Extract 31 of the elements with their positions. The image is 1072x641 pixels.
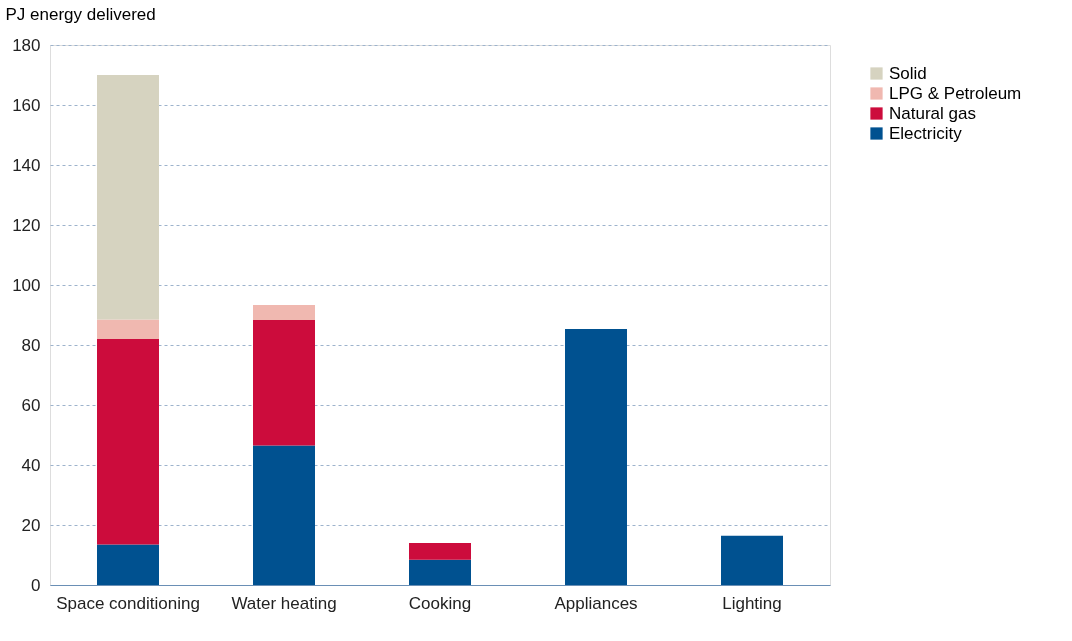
y-tick-label: 40 [21,455,41,475]
legend-label: Solid [889,63,927,83]
legend-label: Electricity [889,123,963,143]
bar [409,543,471,560]
bar [97,339,159,545]
y-tick-label: 20 [21,515,41,535]
bar [97,544,159,585]
y-tick-label: 140 [12,155,41,175]
x-tick-label: Water heating [231,593,337,613]
bar [565,329,627,585]
bar [97,319,159,339]
bar [97,75,159,320]
x-tick-label: Appliances [554,593,638,613]
y-tick-label: 120 [12,215,41,235]
bar [253,305,315,321]
y-tick-label: 80 [21,335,41,355]
y-tick-label: 0 [31,575,41,595]
y-axis-title: PJ energy delivered [5,4,156,24]
y-tick-label: 60 [21,395,41,415]
legend-label: Natural gas [889,103,976,123]
legend-label: LPG & Petroleum [889,83,1022,103]
x-tick-label: Lighting [722,593,782,613]
bar [721,535,783,585]
x-tick-label: Space conditioning [56,593,200,613]
y-tick-label: 100 [12,275,41,295]
x-tick-label: Cooking [408,593,472,613]
bar [409,559,471,585]
bar [253,320,315,446]
bar [253,445,315,585]
y-tick-label: 180 [12,35,41,55]
y-tick-label: 160 [12,95,41,115]
